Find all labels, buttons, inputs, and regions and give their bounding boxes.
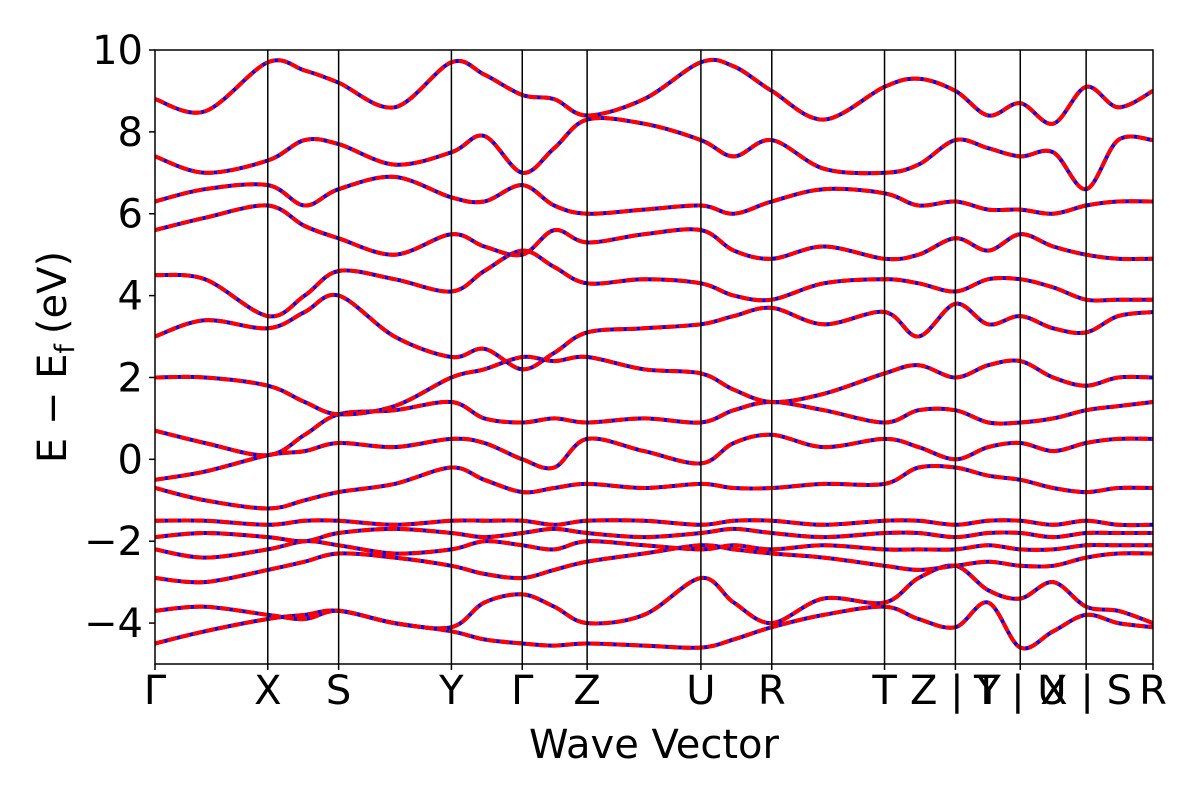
band-line-6-spin-up [155,463,1153,511]
band-line-8-spin-down [155,399,1153,458]
y-axis-label-subscript: f [50,343,81,354]
y-tick-label-3: 2 [118,355,143,401]
x-tick-label-11: X | S [1040,668,1132,714]
y-axis-label-unit: (eV) [30,251,76,334]
band-line-5-spin-up [155,518,1153,528]
band-line-9-spin-down [155,354,1153,417]
x-tick-label-6: U [686,668,715,714]
y-tick-label-1: −2 [84,519,143,565]
x-tick-label-4: Γ [511,668,534,714]
x-tick-label-7: R [758,668,786,714]
x-tick-label-8: T [871,668,897,714]
x-tick-label-0: Γ [144,668,167,714]
band-line-3-spin-up [155,539,1153,560]
band-line-9-spin-up [155,354,1153,417]
bands-layer [155,57,1153,651]
y-axis-ticks: −4 −2 0 2 4 6 8 10 [84,28,155,647]
y-axis-label-main: E − E [30,354,76,464]
x-tick-label-12: R [1139,668,1167,714]
y-tick-label-6: 8 [118,110,143,156]
band-line-11-spin-down [155,248,1153,319]
band-line-4-spin-up [155,526,1153,544]
kpoint-lines [267,50,1087,664]
x-tick-label-1: X [254,668,281,714]
x-tick-label-3: Y [438,668,464,714]
band-line-14-spin-up [155,116,1153,192]
band-line-13-spin-up [155,174,1153,216]
band-line-2-spin-up [155,543,1153,585]
x-axis-label: Wave Vector [529,722,780,768]
x-tick-label-9: Z | Y [910,668,1001,714]
band-line-8-spin-up [155,399,1153,458]
x-tick-label-5: Z [573,668,600,714]
band-line-11-spin-up [155,248,1153,319]
y-tick-label-0: −4 [84,601,143,647]
band-line-10-spin-up [155,292,1153,372]
band-line-7-spin-up [155,432,1153,482]
y-tick-label-4: 4 [118,274,143,320]
band-line-12-spin-up [155,203,1153,262]
band-line-10-spin-down [155,292,1153,372]
y-tick-label-2: 0 [118,437,143,483]
plot-frame [154,49,1154,665]
y-tick-label-5: 6 [118,192,143,238]
band-line-3-spin-down [155,539,1153,560]
y-axis-label: E − Ef (eV) [30,251,81,463]
x-tick-label-2: S [326,668,351,714]
band-line-15-spin-up [155,57,1153,126]
band-line-7-spin-down [155,432,1153,482]
y-tick-label-7: 10 [92,28,143,74]
x-tick-label-10: T | U [973,668,1067,714]
